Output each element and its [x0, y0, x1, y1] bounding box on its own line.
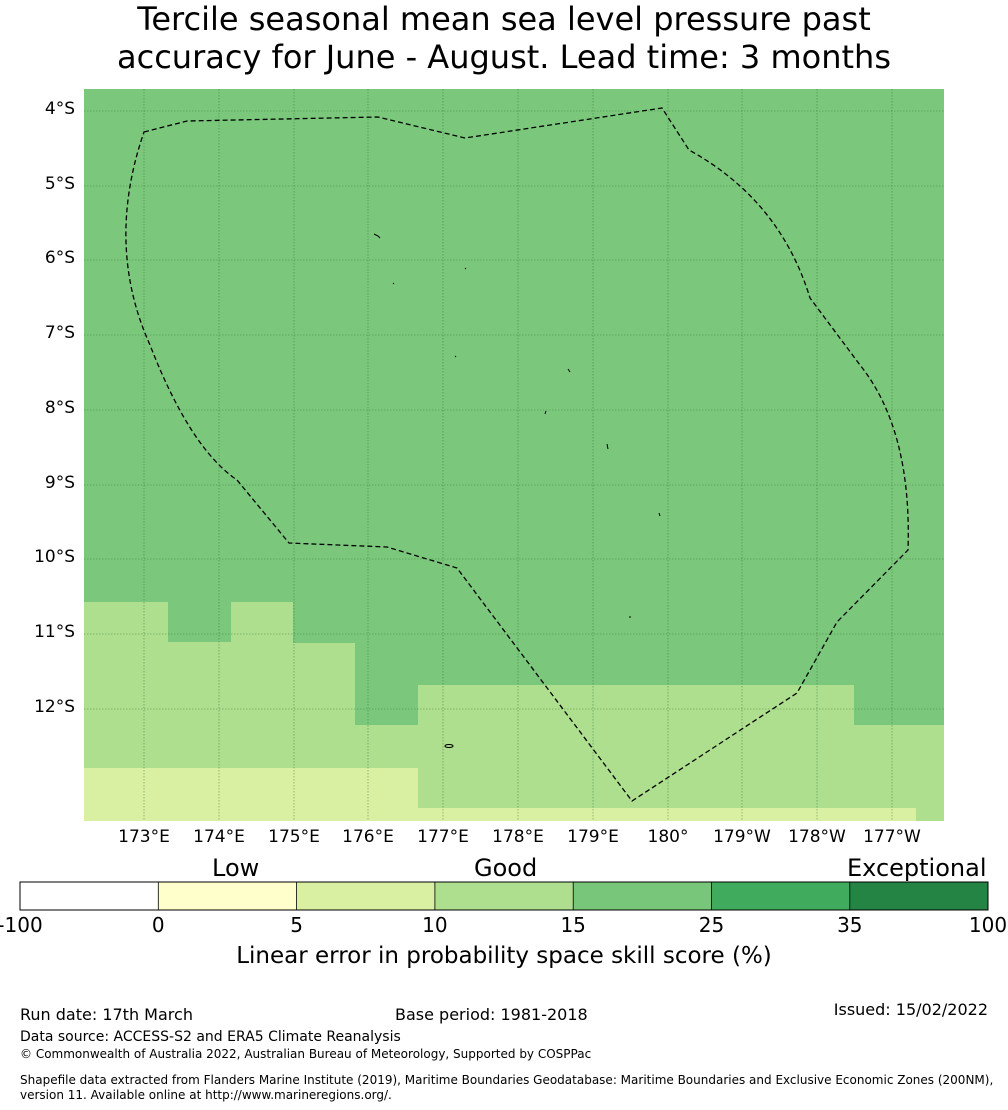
title-line-2: accuracy for June - August. Lead time: 3… [117, 38, 891, 76]
shapefile-credit-1: Shapefile data extracted from Flanders M… [20, 1073, 994, 1087]
lon-label-173e: 173°E [118, 827, 170, 847]
category-low: Low [212, 854, 260, 882]
tick-label-0: 0 [151, 913, 165, 937]
lon-label-179e: 179°E [567, 827, 619, 847]
tick-label-15: 15 [560, 913, 586, 937]
tick-label-25: 25 [698, 913, 725, 937]
lon-label-176e: 176°E [342, 827, 394, 847]
data-source: Data source: ACCESS-S2 and ERA5 Climate … [20, 1029, 401, 1045]
lat-label-9s: 9°S [44, 473, 75, 493]
lat-label-12s: 12°S [34, 697, 75, 717]
graticule [84, 89, 944, 821]
category-exceptional: Exceptional [847, 854, 987, 882]
tick-label-35: 35 [837, 913, 863, 937]
category-good: Good [474, 854, 538, 882]
lat-label-4s: 4°S [44, 99, 75, 119]
lon-label-174e: 174°E [193, 827, 245, 847]
lon-label-178w: 178°W [788, 827, 846, 847]
colorbar-swatch-1 [20, 882, 159, 910]
lat-label-10s: 10°S [34, 547, 75, 567]
lon-label-178e: 178°E [492, 827, 544, 847]
map-panel [84, 89, 944, 821]
lat-label-6s: 6°S [44, 248, 75, 268]
chart-title: Tercile seasonal mean sea level pressure… [0, 0, 1008, 76]
colorbar [19, 881, 989, 911]
colorbar-swatch-5 [573, 882, 712, 910]
lat-label-8s: 8°S [44, 398, 75, 418]
colorbar-swatch-2 [158, 882, 297, 910]
lon-label-179w: 179°W [713, 827, 771, 847]
base-period: Base period: 1981-2018 [395, 1005, 588, 1024]
run-date: Run date: 17th March [20, 1005, 193, 1024]
tick-label-neg100: -100 [0, 913, 43, 937]
lon-label-180: 180° [647, 827, 689, 847]
colorbar-swatch-7 [849, 882, 988, 910]
eez-boundary [125, 107, 909, 802]
title-line-1: Tercile seasonal mean sea level pressure… [137, 0, 871, 38]
issued-date: Issued: 15/02/2022 [833, 1000, 988, 1019]
tick-label-100: 100 [968, 913, 1008, 937]
lat-label-5s: 5°S [44, 174, 75, 194]
colorbar-swatch-3 [296, 882, 435, 910]
colorbar-frame [19, 881, 989, 911]
tick-label-5: 5 [290, 913, 303, 937]
lon-label-175e: 175°E [268, 827, 320, 847]
colorbar-title: Linear error in probability space skill … [236, 943, 772, 969]
lon-label-177w: 177°W [863, 827, 921, 847]
shapefile-credit-2: version 11. Available online at http://w… [20, 1088, 392, 1102]
islands [373, 233, 661, 748]
colorbar-swatch-6 [711, 882, 850, 910]
skill-region-10-15 [84, 602, 944, 821]
tick-label-10: 10 [422, 913, 448, 937]
lat-label-11s: 11°S [34, 622, 75, 642]
colorbar-swatch-4 [434, 882, 574, 910]
skill-region-5-10 [84, 768, 916, 821]
lat-label-7s: 7°S [44, 323, 75, 343]
copyright: © Commonwealth of Australia 2022, Austra… [20, 1047, 592, 1061]
lon-label-177e: 177°E [417, 827, 469, 847]
